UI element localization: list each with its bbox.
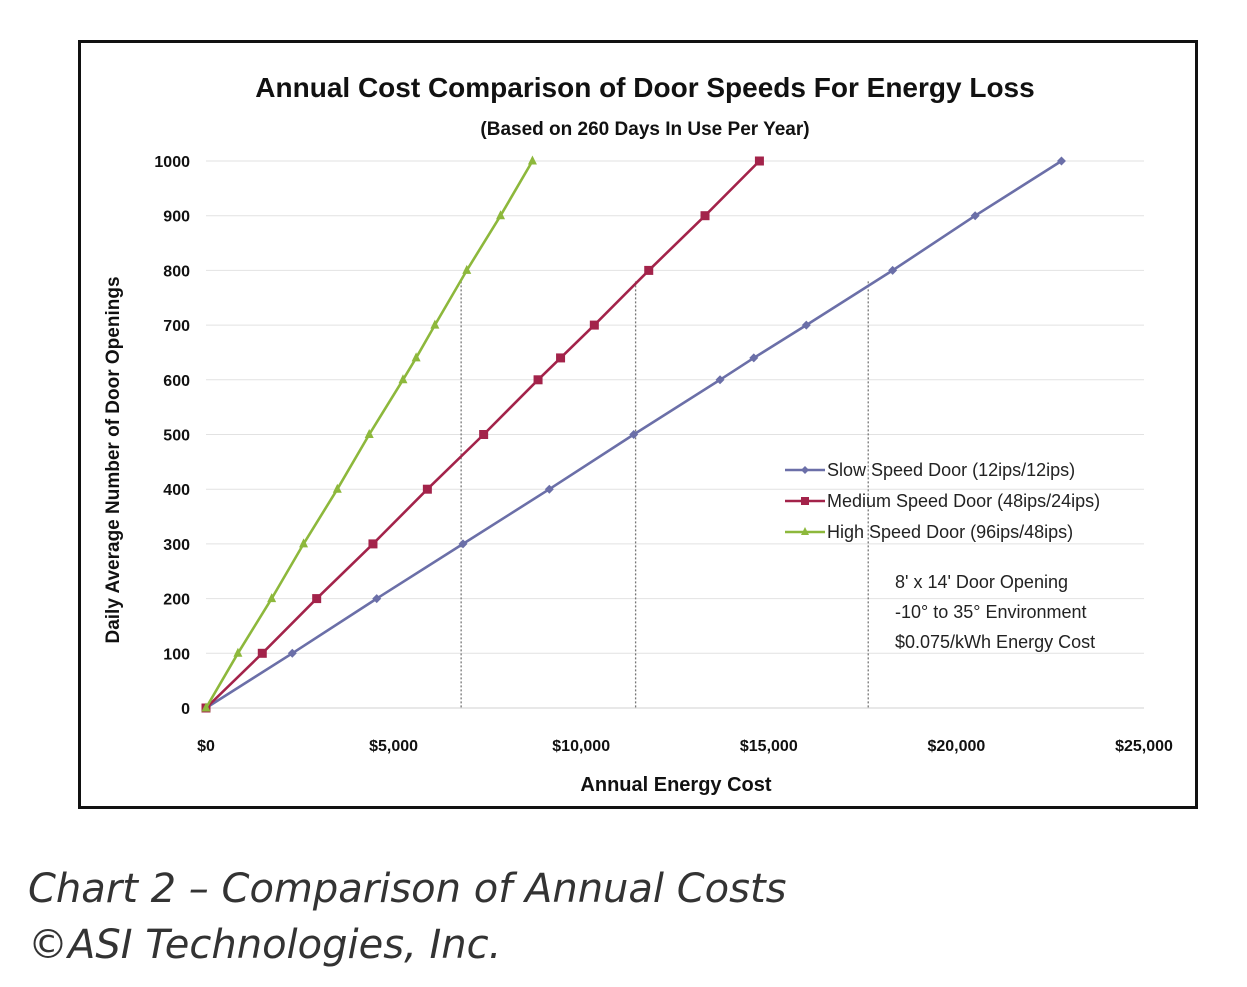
data-point [287,648,297,658]
data-point [496,210,506,220]
data-point [372,594,382,604]
y-tick-label: 100 [163,646,190,663]
legend-label: High Speed Door (96ips/48ips) [827,522,1073,542]
x-tick-label: $25,000 [1115,738,1173,755]
x-tick-label: $10,000 [552,738,610,755]
data-point [364,429,374,438]
annotation-environment: -10° to 35° Environment [895,602,1087,622]
data-point [201,702,211,712]
data-point [888,265,898,275]
data-point [644,265,654,275]
series-line [204,160,534,709]
y-tick-label: 600 [163,373,190,390]
series-line [205,159,1063,710]
data-point [398,374,408,384]
data-point [411,352,421,362]
legend: Slow Speed Door (12ips/12ips) Medium Spee… [785,460,1100,542]
gridlines [206,160,1144,709]
data-point [556,353,566,363]
data-point [801,497,809,505]
data-point [368,539,378,549]
data-point [422,484,432,494]
data-point [430,319,440,329]
y-tick-label: 700 [163,318,190,335]
annotation-door-size: 8' x 14' Door Opening [895,572,1068,592]
legend-item: High Speed Door (96ips/48ips) [785,522,1073,542]
legend-label: Slow Speed Door (12ips/12ips) [827,460,1075,480]
legend-label: Medium Speed Door (48ips/24ips) [827,491,1100,511]
chart-title: Annual Cost Comparison of Door Speeds Fo… [255,72,1034,103]
chart-frame: 0 100 200 300 400 500 600 700 800 900 1000 $0 $5,000… [78,40,1198,809]
data-point [527,155,537,165]
data-point [257,648,267,658]
y-tick-label: 500 [163,428,190,445]
x-tick-label: $15,000 [740,738,798,755]
y-tick-label: 300 [163,537,190,554]
y-tick-label: 400 [163,482,190,499]
data-point [544,484,554,494]
data-point [332,483,342,493]
data-point [458,539,468,549]
legend-item: Medium Speed Door (48ips/24ips) [785,491,1100,511]
data-point [589,320,599,330]
y-tick-label: 200 [163,592,190,609]
x-tick-label: $20,000 [927,738,985,755]
y-tick-label: 1000 [154,154,190,171]
series-line [205,160,761,709]
data-point [749,353,759,363]
data-point [970,211,980,221]
data-point [754,156,764,166]
x-tick-label: $5,000 [369,738,418,755]
y-tick-label: 900 [163,209,190,226]
data-point [462,264,472,274]
data-point [715,375,725,385]
data-point [801,527,809,535]
data-point [629,430,639,439]
y-tick-label: 0 [181,701,190,718]
data-point [267,593,277,603]
caption-line-1: Chart 2 – Comparison of Annual Costs [28,866,787,912]
data-point [700,211,710,221]
legend-item: Slow Speed Door (12ips/12ips) [785,460,1075,480]
x-axis-label: Annual Energy Cost [580,774,771,796]
tick-labels: 0 100 200 300 400 500 600 700 800 900 1000 $0 $5,000… [154,154,1173,755]
data-point [299,538,309,548]
annotation-energy-cost: $0.075/kWh Energy Cost [895,632,1095,652]
y-tick-label: 800 [163,263,190,280]
data-point [801,320,811,330]
series-2 [201,155,537,712]
data-point [1056,156,1066,166]
data-point [533,375,543,385]
x-tick-label: $0 [197,738,215,755]
chart-subtitle: (Based on 260 Days In Use Per Year) [480,119,809,140]
data-point [479,430,489,439]
caption-line-2: ©ASI Technologies, Inc. [28,922,502,968]
data-point [801,466,809,474]
reference-lines [460,281,869,708]
series-1 [201,156,764,713]
data-point [233,647,243,657]
series-layer [201,155,1066,713]
data-point [312,594,322,604]
chart-svg: 0 100 200 300 400 500 600 700 800 900 1000 $0 $5,000… [103,72,1173,796]
y-axis-label: Daily Average Number of Door Openings [103,276,124,643]
